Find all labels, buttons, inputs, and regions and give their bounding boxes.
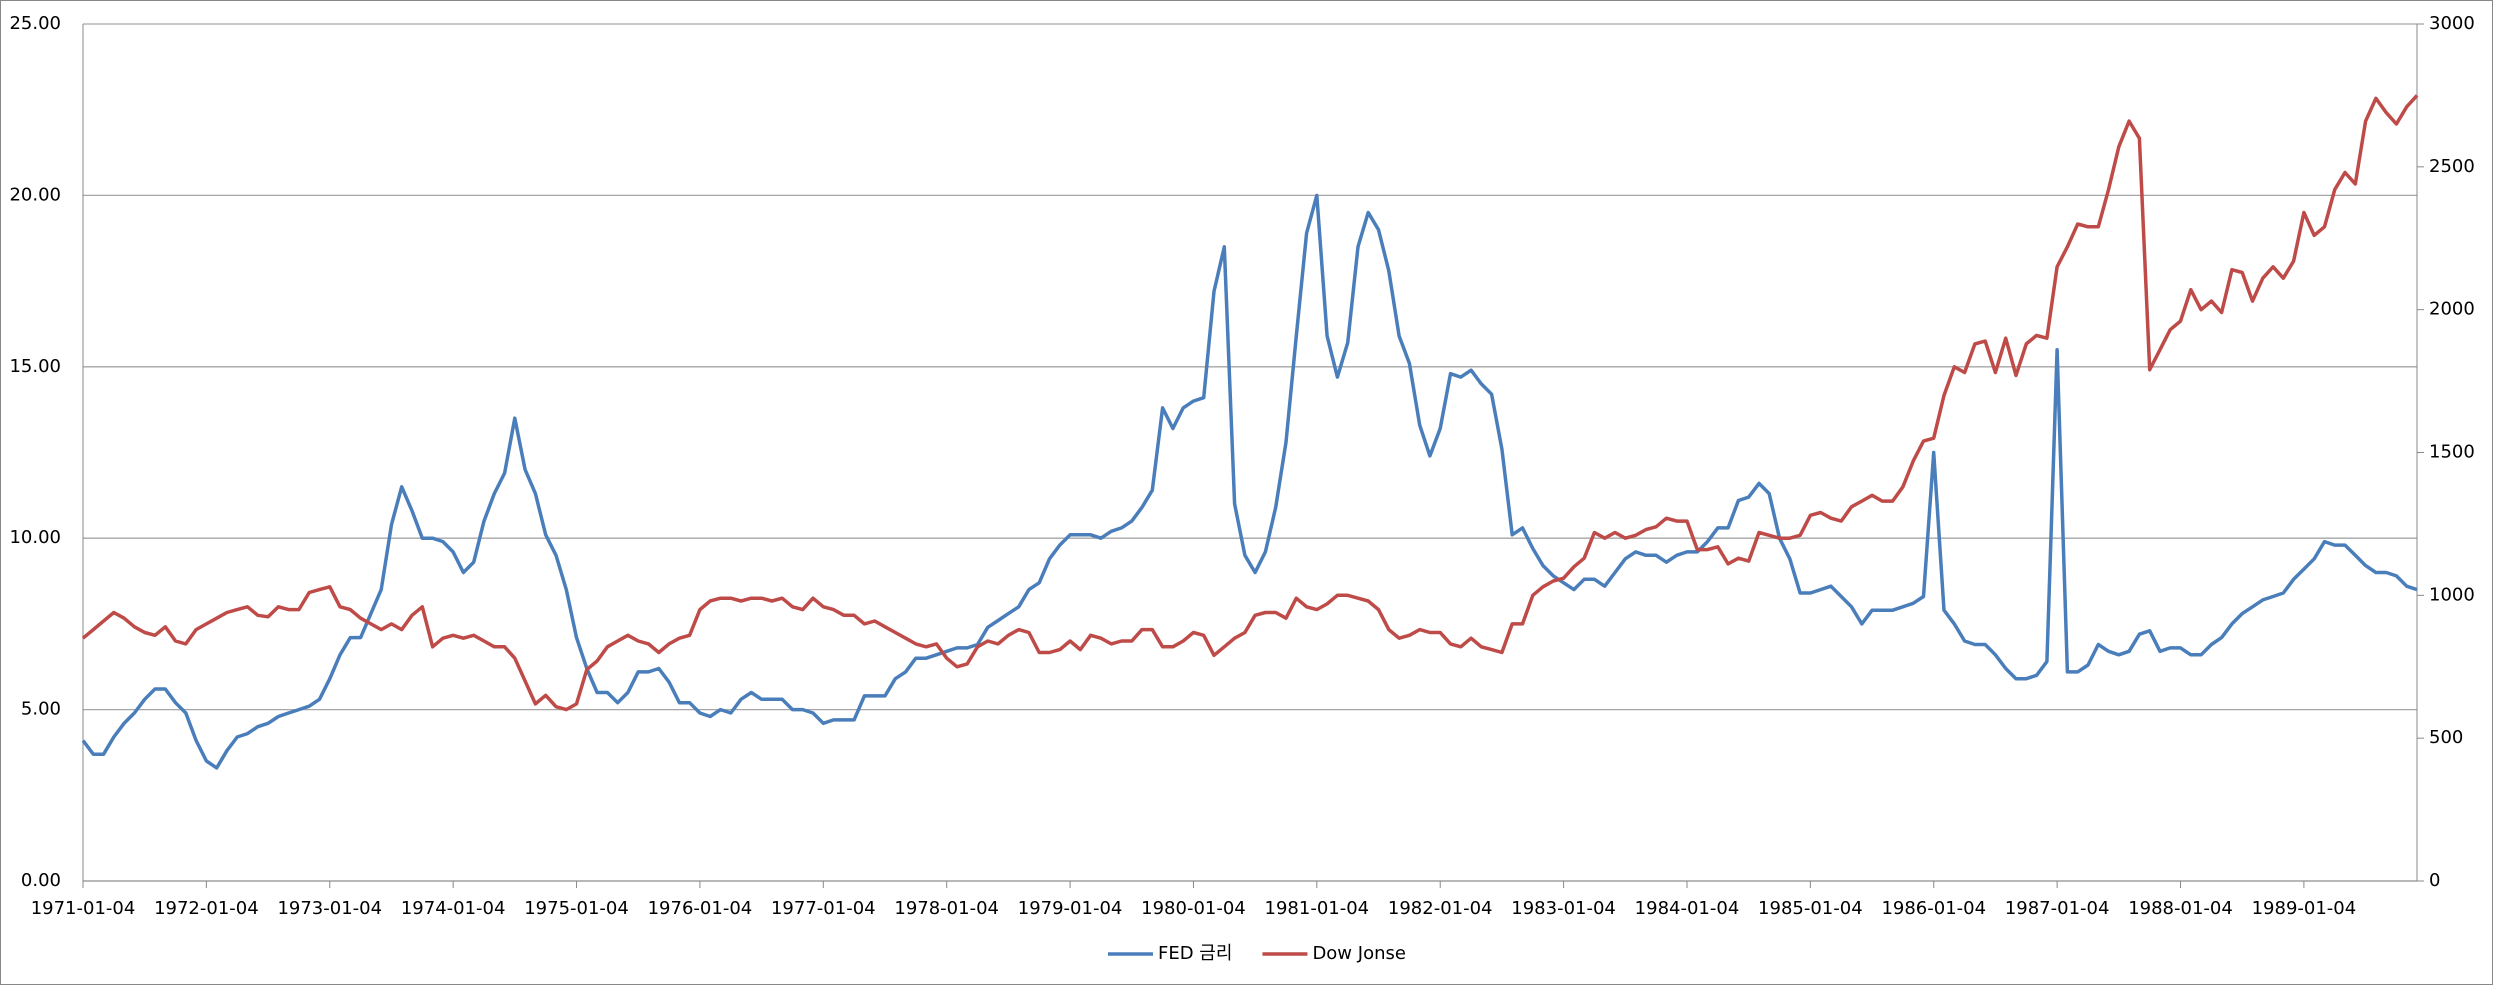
y2-tick-label: 1500 (2429, 442, 2475, 463)
x-tick-label: 1972-01-04 (154, 898, 259, 919)
y-tick-label: 0.00 (21, 870, 61, 891)
x-tick-label: 1980-01-04 (1141, 898, 1246, 919)
legend-label: FED 금리 (1158, 943, 1232, 964)
y2-tick-label: 500 (2429, 727, 2463, 748)
series-line (81, 94, 2419, 712)
x-tick-label: 1979-01-04 (1018, 898, 1123, 919)
x-tick-label: 1984-01-04 (1635, 898, 1740, 919)
y-tick-label: 10.00 (9, 527, 61, 548)
x-tick-label: 1982-01-04 (1388, 898, 1493, 919)
x-tick-label: 1971-01-04 (31, 898, 136, 919)
y-tick-label: 5.00 (21, 699, 61, 720)
y2-tick-label: 3000 (2429, 13, 2475, 34)
series-line (81, 193, 2418, 770)
x-tick-label: 1976-01-04 (648, 898, 753, 919)
legend-label: Dow Jonse (1312, 943, 1406, 964)
x-tick-label: 1981-01-04 (1265, 898, 1370, 919)
x-tick-label: 1978-01-04 (894, 898, 999, 919)
y2-tick-label: 0 (2429, 870, 2440, 891)
x-tick-label: 1988-01-04 (2128, 898, 2233, 919)
x-tick-label: 1986-01-04 (1881, 898, 1986, 919)
x-tick-label: 1975-01-04 (524, 898, 629, 919)
x-tick-label: 1989-01-04 (2252, 898, 2357, 919)
y2-tick-label: 2500 (2429, 156, 2475, 177)
y-tick-label: 15.00 (9, 356, 61, 377)
x-tick-label: 1977-01-04 (771, 898, 876, 919)
y-tick-label: 25.00 (9, 13, 61, 34)
x-tick-label: 1983-01-04 (1511, 898, 1616, 919)
y2-tick-label: 1000 (2429, 584, 2475, 605)
x-tick-label: 1987-01-04 (2005, 898, 2110, 919)
x-tick-label: 1973-01-04 (277, 898, 382, 919)
y-tick-label: 20.00 (9, 184, 61, 205)
x-tick-label: 1985-01-04 (1758, 898, 1863, 919)
x-tick-label: 1974-01-04 (401, 898, 506, 919)
y2-tick-label: 2000 (2429, 299, 2475, 320)
